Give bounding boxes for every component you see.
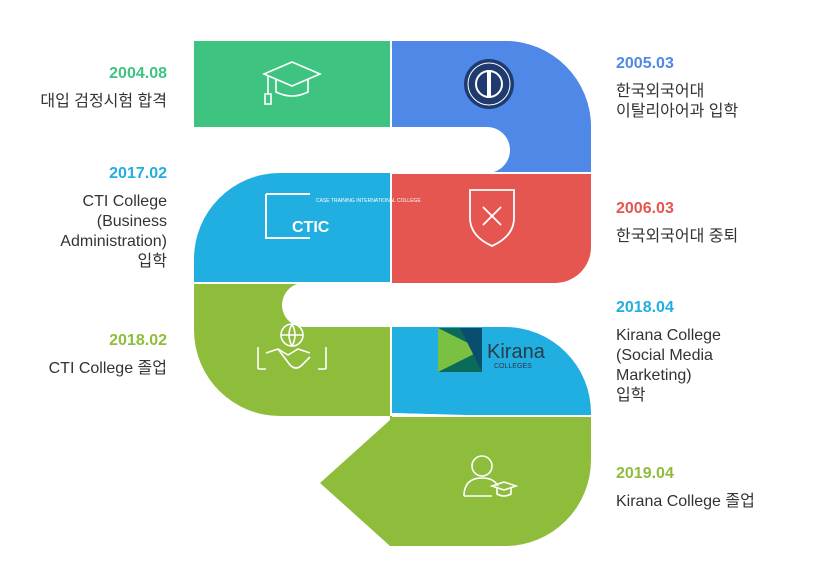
svg-text:COLLEGES: COLLEGES (494, 363, 532, 370)
segment-2019 (320, 416, 591, 546)
milestone-2018-02: 2018.02 CTI College 졸업 (49, 331, 167, 379)
university-seal-icon (464, 59, 514, 109)
milestone-text: (Business (96, 213, 167, 230)
milestone-2019: 2019.04 Kirana College 졸업 (616, 464, 755, 512)
milestone-date: 2005.03 (616, 55, 674, 72)
milestone-text: 입학 (616, 387, 646, 404)
segment-2006 (392, 173, 591, 283)
milestone-2005: 2005.03 한국외국어대 이탈리아어과 입학 (616, 54, 738, 122)
milestone-2017: 2017.02 CTI College (Business Administra… (60, 164, 167, 272)
milestone-date: 2006.03 (616, 200, 674, 217)
milestone-text: 이탈리아어과 입학 (616, 103, 739, 120)
svg-text:CTIC: CTIC (292, 219, 330, 236)
milestone-text: CTI College (82, 193, 167, 210)
milestone-text: Kirana College (616, 327, 721, 344)
milestone-text: Marketing) (616, 367, 692, 384)
milestone-text: 한국외국어대 (616, 83, 705, 100)
milestone-text: (Social Media (616, 347, 713, 364)
milestone-2018-04: 2018.04 Kirana College (Social Media Mar… (616, 298, 721, 406)
handshake-globe-icon (257, 323, 327, 370)
milestone-text: Administration) (60, 233, 167, 250)
milestone-date: 2004.08 (109, 65, 167, 82)
graduate-person-icon (463, 455, 519, 497)
milestone-date: 2018.02 (109, 332, 167, 349)
milestone-2006: 2006.03 한국외국어대 중퇴 (616, 199, 738, 247)
shield-x-icon (469, 189, 515, 247)
segment-2004 (194, 41, 390, 127)
svg-text:CASE TRAINING INTERNATIONAL CO: CASE TRAINING INTERNATIONAL COLLEGE (316, 198, 421, 204)
milestone-text: 입학 (137, 253, 167, 270)
segment-2017 (194, 173, 392, 283)
milestone-2004: 2004.08 대입 검정시험 합격 (40, 64, 167, 112)
svg-text:Kirana: Kirana (487, 341, 546, 363)
milestone-text: 한국외국어대 중퇴 (616, 228, 739, 245)
kirana-logo: Kirana COLLEGES (438, 328, 546, 372)
milestone-date: 2019.04 (616, 465, 674, 482)
graduation-cap-icon (261, 61, 323, 105)
ctic-logo: CASE TRAINING INTERNATIONAL COLLEGE CTIC (265, 193, 421, 239)
milestone-text: 대입 검정시험 합격 (40, 93, 167, 110)
milestone-date: 2017.02 (109, 165, 167, 182)
milestone-date: 2018.04 (616, 299, 674, 316)
milestone-text: Kirana College 졸업 (616, 493, 755, 510)
milestone-text: CTI College 졸업 (48, 360, 167, 377)
